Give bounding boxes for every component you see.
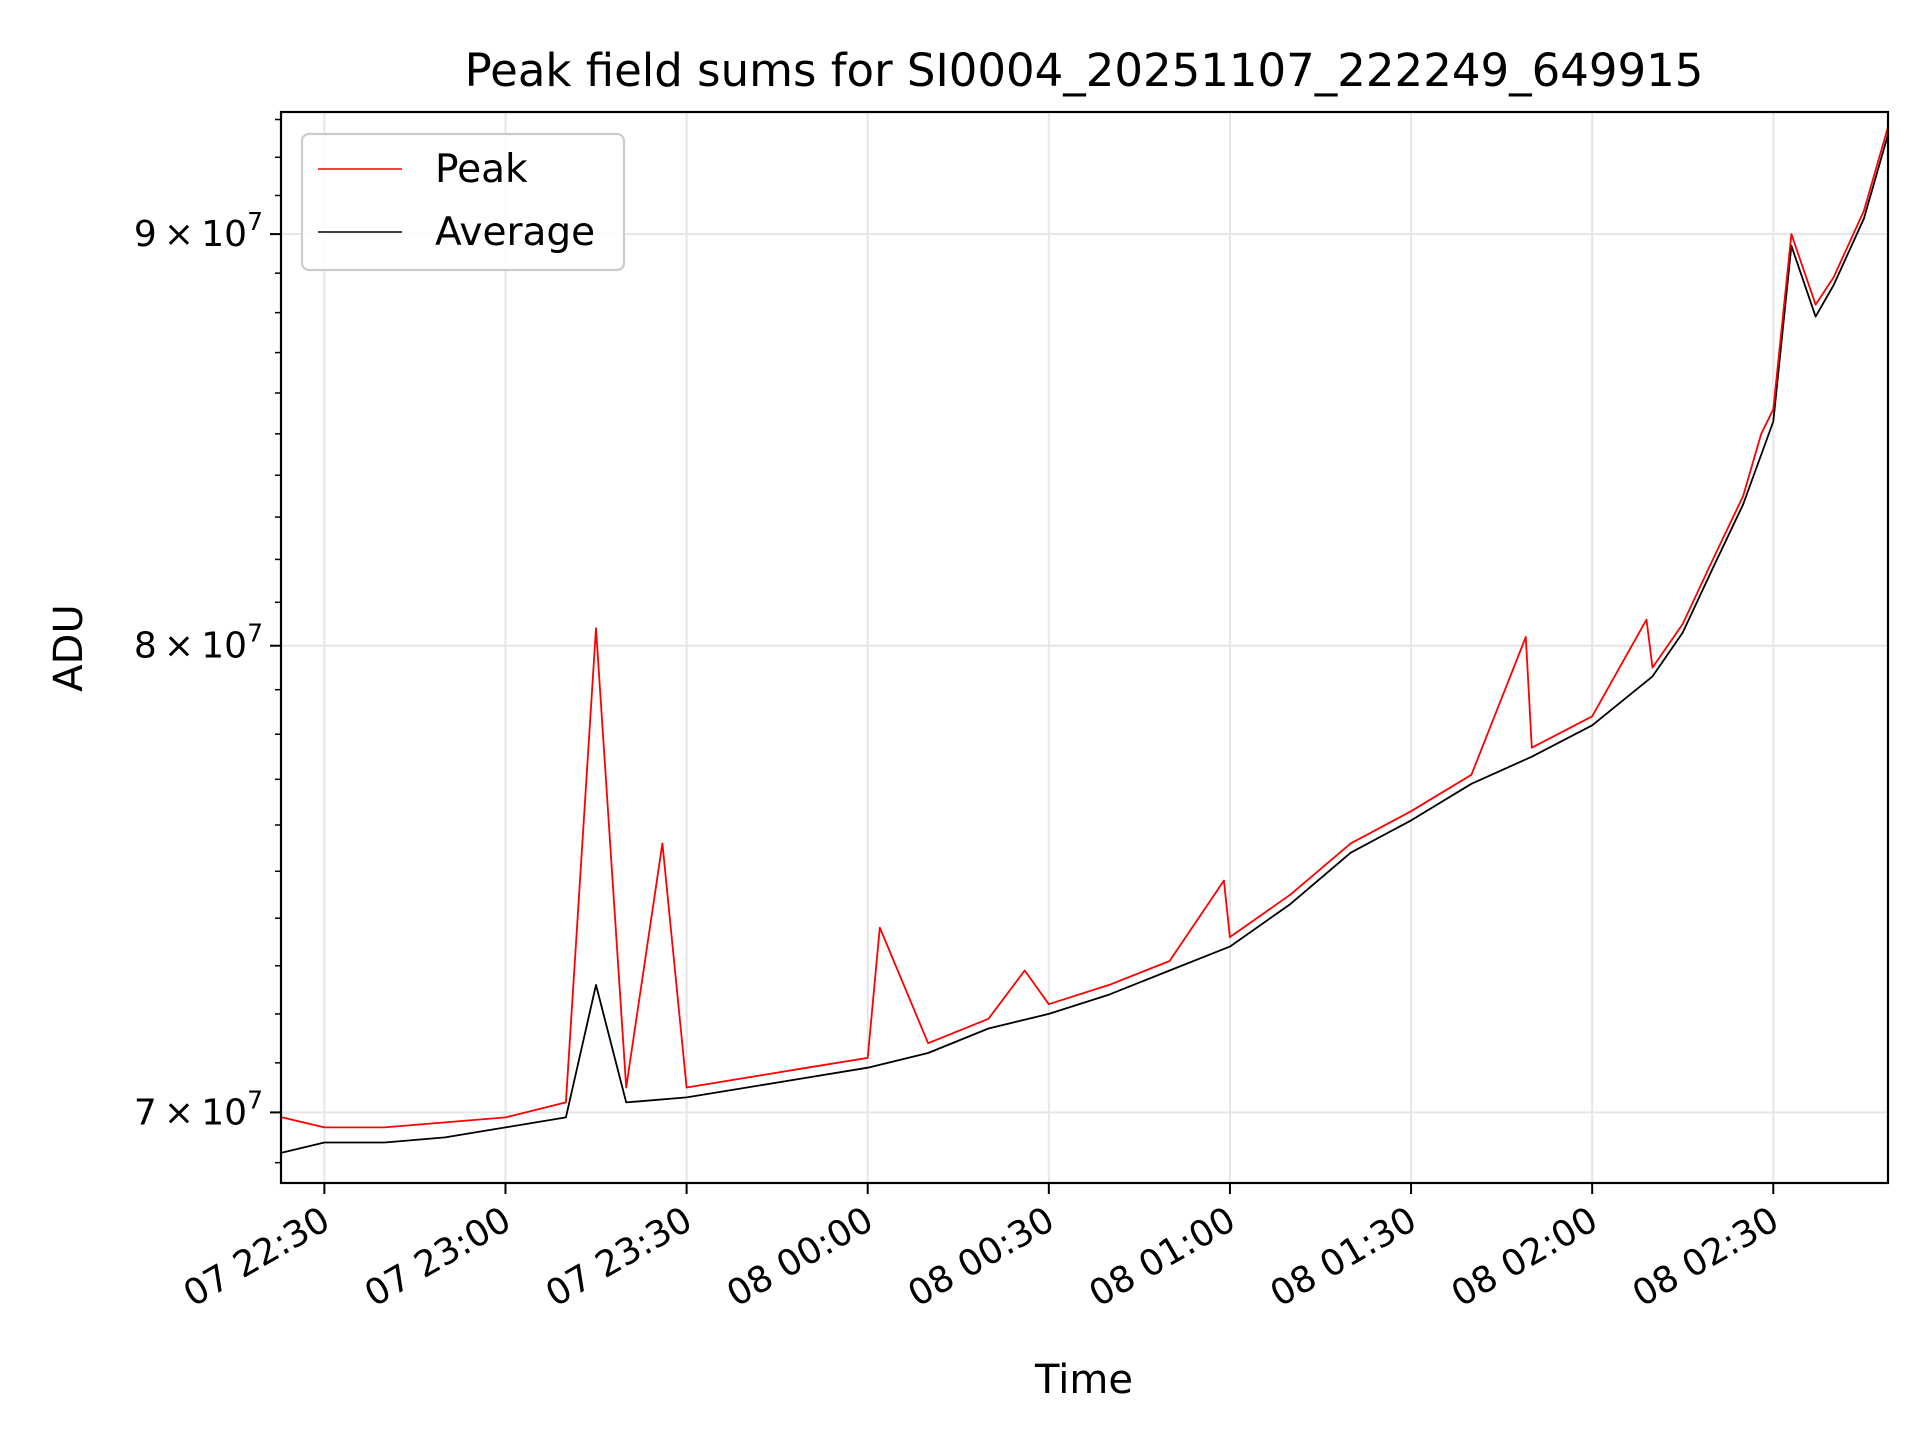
chart-title: Peak field sums for SI0004_20251107_2222… [465, 44, 1704, 97]
y-tick-label-exponent: 7 [247, 619, 263, 648]
x-axis-label: Time [1034, 1357, 1133, 1403]
series-lines [281, 126, 1888, 1154]
legend-box [300, 132, 626, 272]
y-tick-label-base: 8 × 10 [134, 626, 247, 667]
legend: Peak Average [300, 132, 626, 272]
y-tick-label: 7 × 107 [134, 1085, 263, 1133]
legend-label-peak: Peak [435, 147, 528, 192]
y-tick-label: 8 × 107 [134, 619, 263, 667]
y-tick-label-exponent: 7 [247, 1085, 263, 1114]
grid [281, 112, 1888, 1183]
y-tick-label-base: 7 × 10 [134, 1092, 247, 1133]
series-line-average [281, 134, 1888, 1154]
series-line-peak [281, 126, 1888, 1129]
y-axis-label: ADU [46, 604, 92, 691]
y-tick-label-exponent: 7 [247, 207, 263, 236]
y-tick-label: 9 × 107 [134, 207, 263, 255]
y-tick-label-base: 9 × 10 [134, 214, 247, 255]
legend-label-average: Average [435, 210, 595, 255]
plot-frame [279, 110, 1890, 1185]
